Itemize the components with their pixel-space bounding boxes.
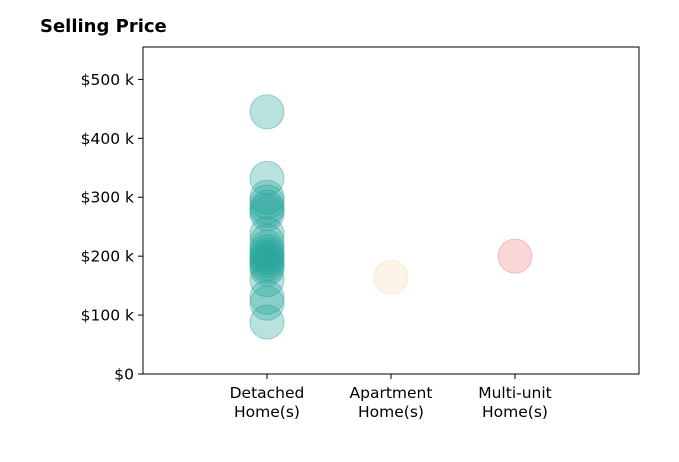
x-tick-label: Apartment [350, 384, 433, 402]
x-tick-label: Detached [230, 384, 305, 402]
x-axis: DetachedHome(s)ApartmentHome(s)Multi-uni… [230, 374, 552, 421]
data-point [373, 259, 409, 295]
x-tick-label: Home(s) [358, 403, 424, 421]
y-tick-label: $100 k [81, 307, 134, 325]
data-point [497, 238, 533, 274]
data-point [249, 184, 285, 220]
data-point [249, 285, 285, 321]
data-point [249, 242, 285, 278]
y-tick-label: $200 k [81, 248, 134, 266]
plot-frame [142, 46, 640, 375]
data-point [249, 189, 285, 225]
data-point [249, 304, 285, 340]
data-point [249, 245, 285, 281]
y-tick-label: $0 [114, 366, 134, 384]
x-tick-label: Home(s) [234, 403, 300, 421]
data-point [249, 239, 285, 275]
data-point [249, 233, 285, 269]
x-tick-label: Multi-unit [478, 384, 552, 402]
data-point [249, 179, 285, 215]
chart-title: Selling Price [40, 16, 167, 37]
data-point [249, 237, 285, 273]
data-point [249, 160, 285, 196]
y-tick-label: $300 k [81, 189, 134, 207]
data-point [249, 196, 285, 232]
data-point [249, 223, 285, 259]
data-point [249, 279, 285, 315]
data-points [249, 94, 533, 340]
data-point [249, 229, 285, 265]
data-point [249, 94, 285, 130]
y-tick-label: $400 k [81, 130, 134, 148]
y-axis: $0 $100 k $200 k $300 k $400 k $500 k [81, 71, 143, 384]
x-tick-label: Home(s) [482, 403, 548, 421]
data-point [249, 248, 285, 284]
data-point [249, 251, 285, 287]
y-tick-label: $500 k [81, 71, 134, 89]
data-point [249, 192, 285, 228]
data-point [249, 262, 285, 298]
data-point [249, 216, 285, 252]
